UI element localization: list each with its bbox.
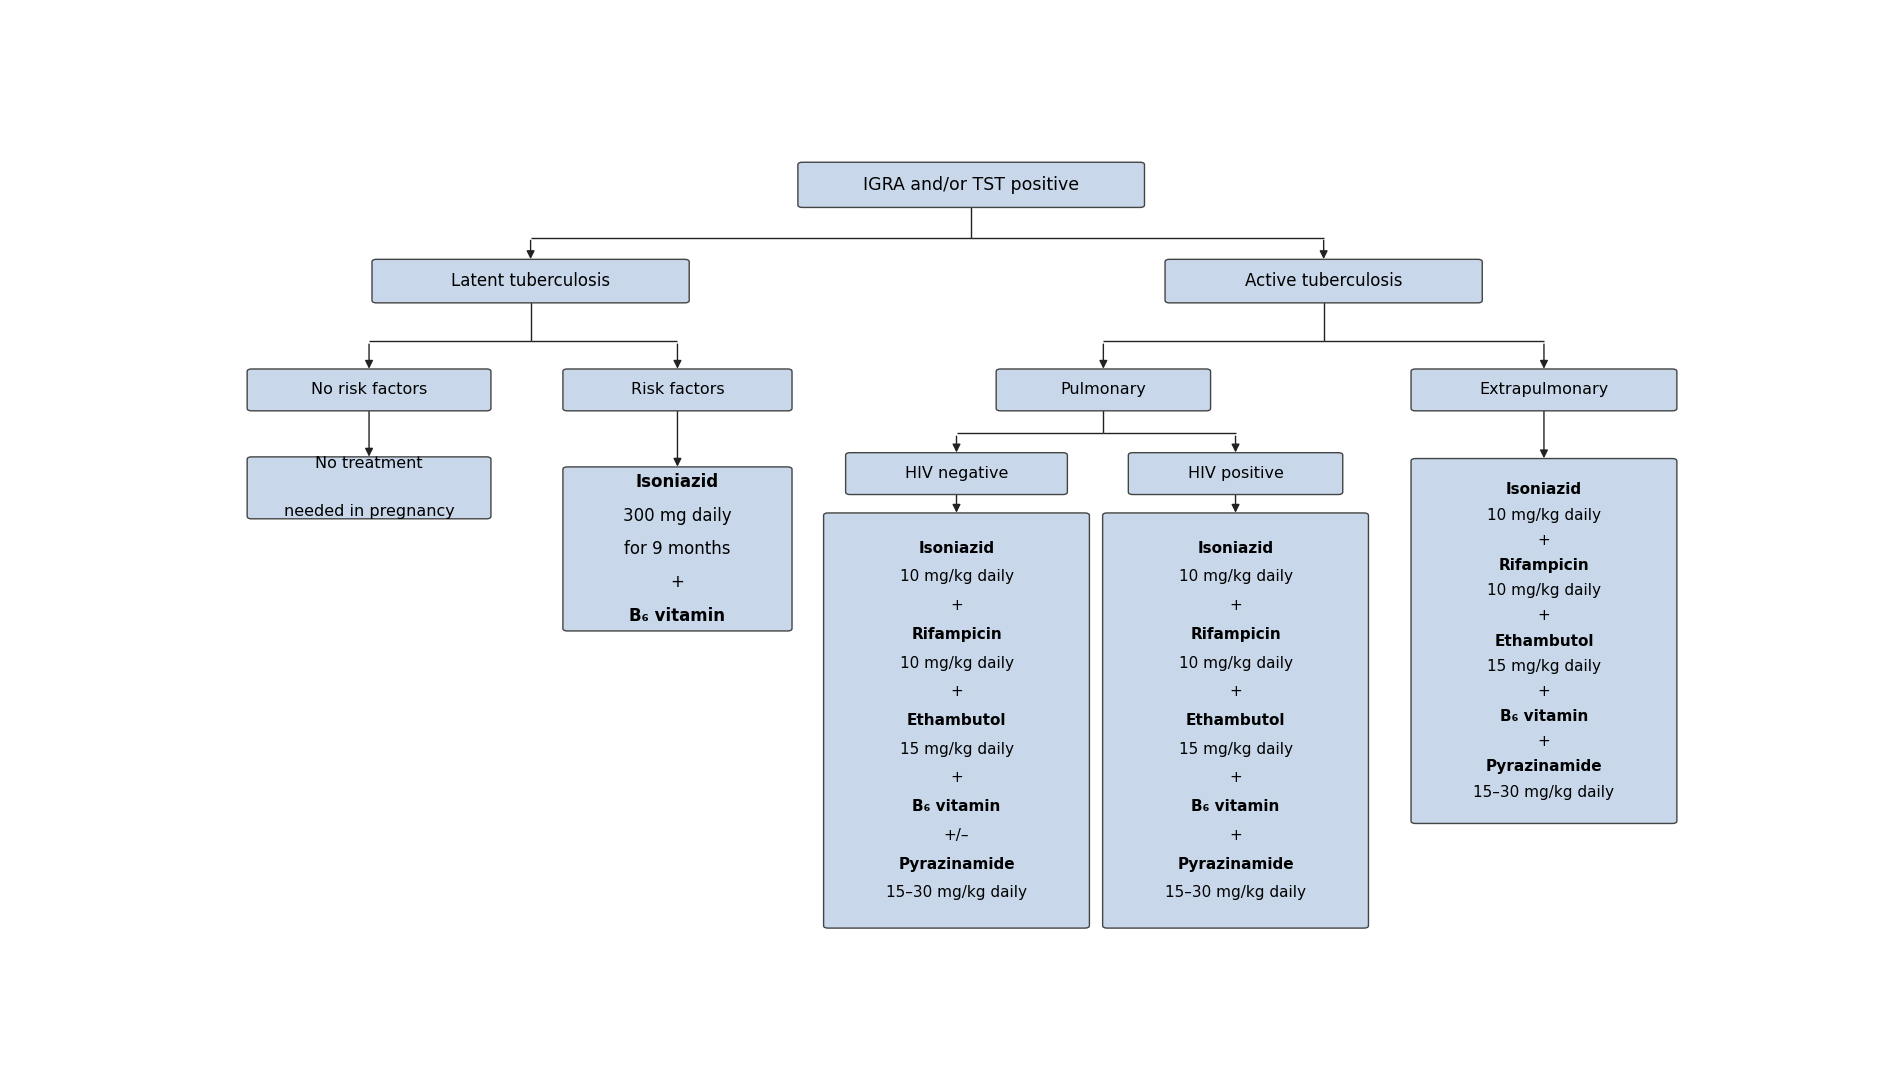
Text: 10 mg/kg daily: 10 mg/kg daily [1488,508,1601,523]
Text: +: + [1537,735,1550,749]
Text: B₆ vitamin: B₆ vitamin [629,607,726,625]
Text: +: + [1230,598,1241,613]
Text: Isoniazid: Isoniazid [919,540,995,555]
Text: Ethambutol: Ethambutol [906,713,1006,728]
Text: Rifampicin: Rifampicin [911,627,1002,642]
Text: +: + [949,598,963,613]
Text: IGRA and/or TST positive: IGRA and/or TST positive [862,176,1080,193]
Text: B₆ vitamin: B₆ vitamin [1192,799,1279,814]
Text: No risk factors: No risk factors [311,383,426,398]
Text: 10 mg/kg daily: 10 mg/kg daily [900,570,1014,585]
Text: Rifampicin: Rifampicin [1190,627,1281,642]
FancyBboxPatch shape [798,162,1145,208]
Text: 300 mg daily: 300 mg daily [623,507,731,525]
Text: 15 mg/kg daily: 15 mg/kg daily [900,741,1014,757]
Text: Active tuberculosis: Active tuberculosis [1245,272,1402,290]
Text: 15 mg/kg daily: 15 mg/kg daily [1179,741,1292,757]
Text: 15–30 mg/kg daily: 15–30 mg/kg daily [887,885,1027,900]
Text: Pyrazinamide: Pyrazinamide [1486,760,1603,774]
Text: No treatment: No treatment [315,457,423,472]
FancyBboxPatch shape [997,368,1211,411]
FancyBboxPatch shape [246,368,491,411]
Text: Isoniazid: Isoniazid [1198,540,1273,555]
Text: 10 mg/kg daily: 10 mg/kg daily [1179,570,1292,585]
FancyBboxPatch shape [1412,459,1677,824]
FancyBboxPatch shape [824,513,1090,928]
Text: +: + [949,771,963,786]
Text: +: + [1230,771,1241,786]
FancyBboxPatch shape [845,452,1067,495]
FancyBboxPatch shape [563,467,792,630]
Text: 15–30 mg/kg daily: 15–30 mg/kg daily [1474,785,1615,800]
Text: 10 mg/kg daily: 10 mg/kg daily [1179,655,1292,671]
Text: for 9 months: for 9 months [623,540,731,558]
FancyBboxPatch shape [246,457,491,518]
Text: +: + [1537,533,1550,548]
Text: HIV negative: HIV negative [904,466,1008,482]
Text: B₆ vitamin: B₆ vitamin [911,799,1001,814]
Text: +: + [949,685,963,699]
FancyBboxPatch shape [1103,513,1368,928]
Text: Extrapulmonary: Extrapulmonary [1480,383,1609,398]
Text: Risk factors: Risk factors [631,383,724,398]
FancyBboxPatch shape [1128,452,1344,495]
Text: +: + [1537,609,1550,623]
Text: Latent tuberculosis: Latent tuberculosis [451,272,610,290]
Text: needed in pregnancy: needed in pregnancy [284,504,455,520]
Text: 10 mg/kg daily: 10 mg/kg daily [900,655,1014,671]
Text: Ethambutol: Ethambutol [1186,713,1285,728]
Text: +: + [1230,685,1241,699]
Text: HIV positive: HIV positive [1188,466,1283,482]
Text: Pyrazinamide: Pyrazinamide [898,857,1016,872]
FancyBboxPatch shape [563,368,792,411]
Text: 15 mg/kg daily: 15 mg/kg daily [1488,659,1601,674]
Text: +: + [1230,828,1241,842]
Text: 15–30 mg/kg daily: 15–30 mg/kg daily [1165,885,1306,900]
FancyBboxPatch shape [1412,368,1677,411]
Text: Pulmonary: Pulmonary [1061,383,1146,398]
FancyBboxPatch shape [1165,260,1482,303]
Text: +: + [671,573,684,591]
FancyBboxPatch shape [371,260,690,303]
Text: +/–: +/– [944,828,968,842]
Text: +: + [1537,684,1550,699]
Text: 10 mg/kg daily: 10 mg/kg daily [1488,583,1601,598]
Text: Ethambutol: Ethambutol [1493,634,1594,649]
Text: Isoniazid: Isoniazid [1507,483,1582,498]
Text: Isoniazid: Isoniazid [637,473,718,491]
Text: B₆ vitamin: B₆ vitamin [1499,709,1588,724]
Text: Rifampicin: Rifampicin [1499,558,1590,573]
Text: Pyrazinamide: Pyrazinamide [1177,857,1294,872]
